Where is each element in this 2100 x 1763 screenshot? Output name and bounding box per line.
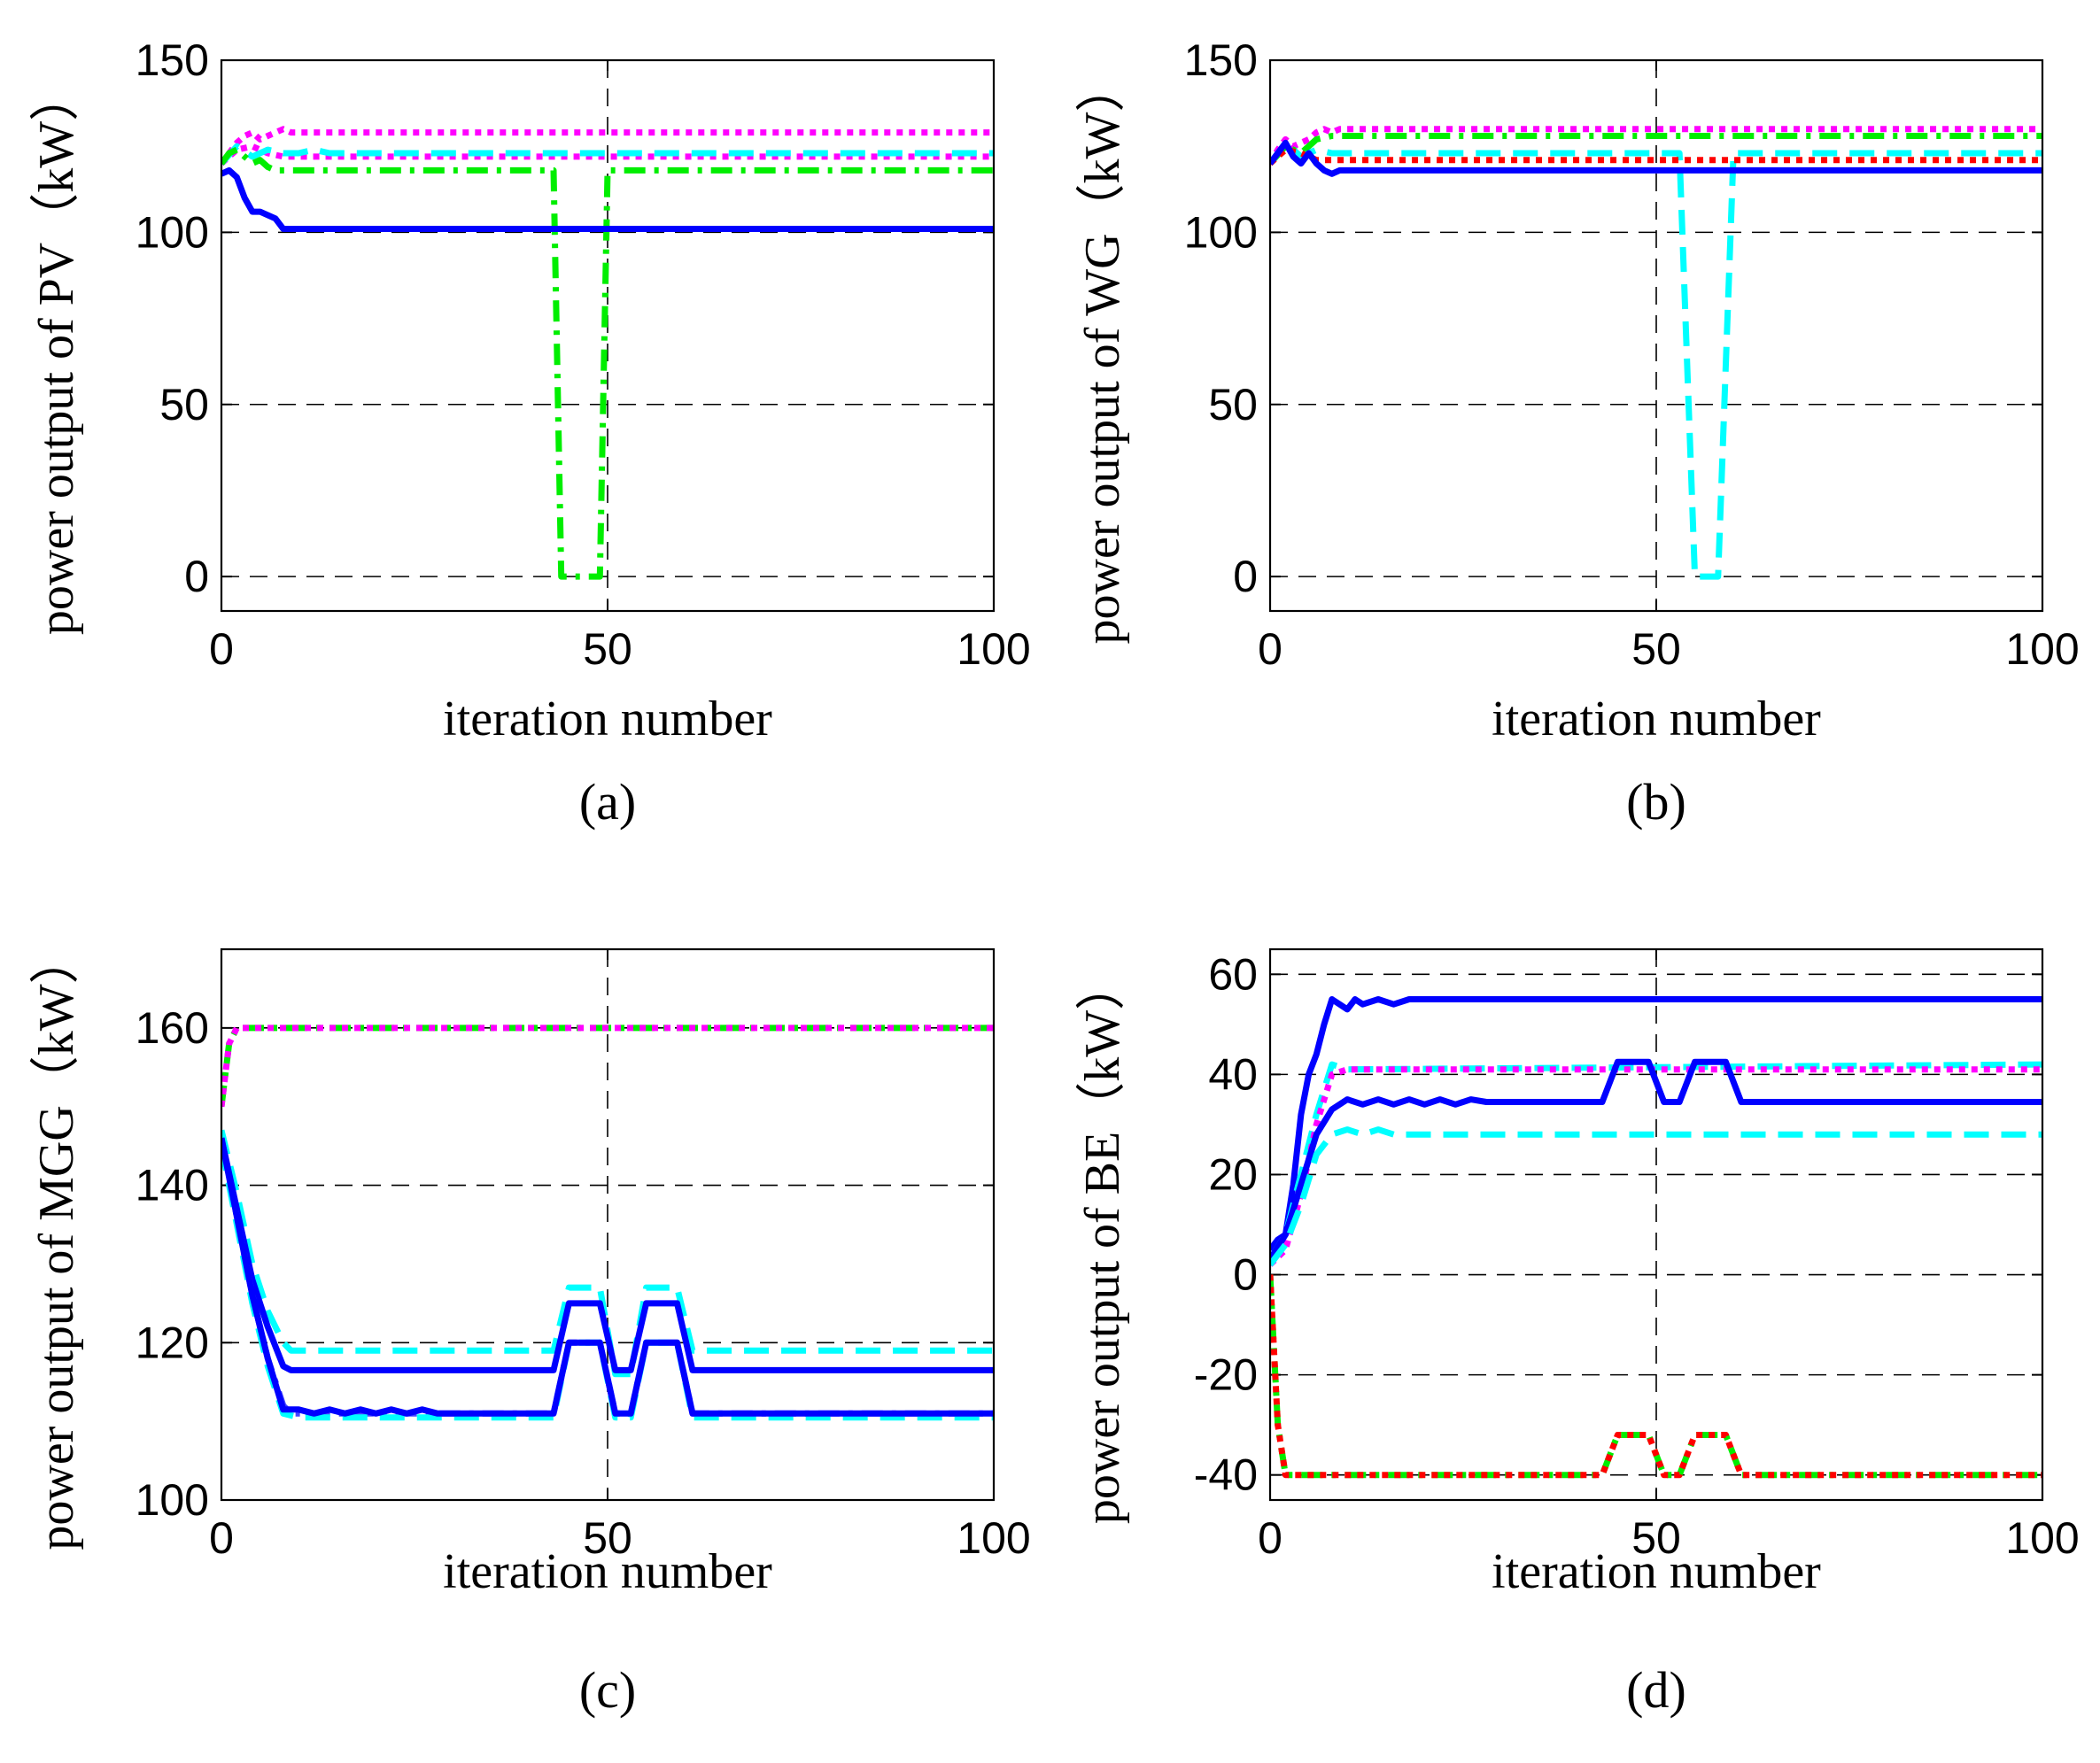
chart-panel-1: 0 50 100 150 0 50 100 iteration number power out… [1075,35,2080,831]
y-tick-label: 100 [1184,207,1258,257]
series-line-4 [1270,139,2042,177]
x-axis-label: iteration number [1492,1544,1821,1599]
y-tick-label: 0 [1233,552,1258,601]
series-line-6 [221,1137,994,1417]
series-line-1 [1270,1061,2042,1262]
y-tick-label: 160 [136,1003,209,1053]
x-tick-label: 50 [1631,624,1681,674]
x-tick-label: 0 [1258,624,1282,674]
x-axis-label: iteration number [443,1544,772,1599]
y-tick-label: 0 [1233,1250,1258,1300]
series-line-2 [221,1129,994,1378]
y-tick-label: 140 [136,1161,209,1210]
y-axis-label: power output of PV（kW） [29,72,84,635]
series-line-0 [221,126,994,166]
y-tick-label: 60 [1208,949,1258,999]
panel-caption: (a) [579,773,636,831]
y-tick-label: 100 [136,1475,209,1525]
series-line-2 [1270,139,2042,580]
series-line-1 [221,143,994,166]
y-axis-label: power output of BE（kW） [1075,961,1130,1524]
x-tick-label: 0 [209,624,234,674]
x-tick-label: 100 [957,624,1030,674]
y-axis-label: power output of WG（kW） [1075,63,1130,645]
series-line-0 [221,1025,994,1108]
x-tick-label: 50 [583,624,632,674]
series-line-6 [1270,1274,2042,1479]
series-line-4 [1270,1126,2042,1267]
x-axis-label: iteration number [443,692,772,746]
y-tick-label: 150 [136,35,209,85]
x-tick-label: 100 [2005,624,2079,674]
y-tick-label: 150 [1184,35,1258,85]
series-line-4 [221,166,994,232]
series-line-2 [221,143,994,166]
y-tick-label: 120 [136,1318,209,1367]
y-tick-label: 50 [159,380,209,429]
chart-panel-0: 0 50 100 150 0 50 100 iteration number power out… [29,35,1031,831]
y-tick-label: 100 [136,207,209,257]
panel-caption: (c) [579,1661,636,1719]
y-axis-label: power output of MGG（kW） [29,934,84,1550]
y-tick-label: 40 [1208,1049,1258,1099]
series-line-3 [221,1137,994,1373]
y-tick-label: -40 [1194,1450,1258,1500]
x-tick-label: 50 [1631,1513,1681,1563]
panel-caption: (d) [1626,1661,1686,1719]
panel-caption: (b) [1626,773,1686,831]
series-line-2 [1270,1066,2042,1267]
series-line-3 [1270,1058,2042,1262]
x-tick-label: 100 [957,1513,1030,1563]
x-axis-label: iteration number [1492,692,1821,746]
plot-frame [1268,58,2044,613]
y-tick-label: 0 [184,552,209,601]
x-tick-label: 100 [2005,1513,2079,1563]
series-line-1 [1270,133,2042,166]
x-tick-label: 0 [1258,1513,1282,1563]
series-line-3 [221,146,994,580]
plot-frame [220,58,996,613]
series-line-1 [221,1025,994,1108]
x-tick-label: 50 [583,1513,632,1563]
plot-frame [220,947,996,1502]
chart-panel-2: 100 120 140 160 0 50 100 iteration number power … [29,934,1031,1719]
series-line-0 [1270,996,2042,1252]
y-tick-label: 50 [1208,380,1258,429]
plot-frame [1268,947,2044,1502]
chart-panel-3: -40 -20 0 20 40 60 0 50 100 iteration number power… [1075,947,2080,1719]
y-tick-label: 20 [1208,1149,1258,1199]
y-tick-label: -20 [1194,1350,1258,1400]
x-tick-label: 0 [209,1513,234,1563]
